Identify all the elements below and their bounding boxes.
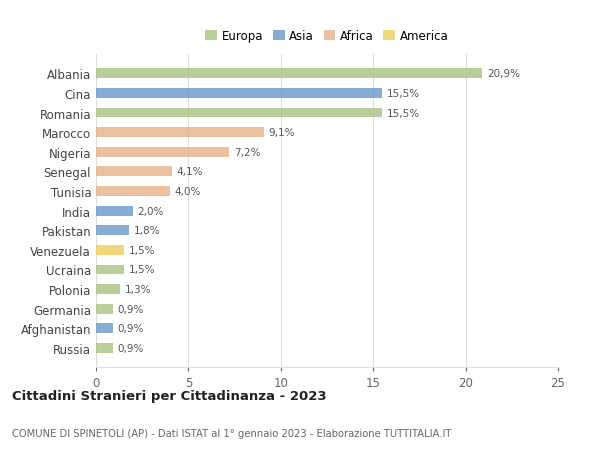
Text: 15,5%: 15,5% xyxy=(387,89,420,99)
Bar xyxy=(96,246,124,255)
Bar xyxy=(96,285,120,294)
Text: Cittadini Stranieri per Cittadinanza - 2023: Cittadini Stranieri per Cittadinanza - 2… xyxy=(12,389,326,403)
Bar xyxy=(96,147,229,157)
Text: COMUNE DI SPINETOLI (AP) - Dati ISTAT al 1° gennaio 2023 - Elaborazione TUTTITAL: COMUNE DI SPINETOLI (AP) - Dati ISTAT al… xyxy=(12,428,451,438)
Text: 1,8%: 1,8% xyxy=(134,226,160,236)
Bar xyxy=(96,304,113,314)
Text: 20,9%: 20,9% xyxy=(487,69,520,79)
Text: 15,5%: 15,5% xyxy=(387,108,420,118)
Text: 4,1%: 4,1% xyxy=(176,167,203,177)
Bar xyxy=(96,108,382,118)
Text: 1,5%: 1,5% xyxy=(128,245,155,255)
Text: 0,9%: 0,9% xyxy=(117,304,143,314)
Bar xyxy=(96,324,113,333)
Bar xyxy=(96,265,124,275)
Text: 2,0%: 2,0% xyxy=(137,206,164,216)
Bar xyxy=(96,69,482,79)
Bar xyxy=(96,187,170,196)
Bar xyxy=(96,128,264,138)
Bar xyxy=(96,167,172,177)
Text: 9,1%: 9,1% xyxy=(269,128,295,138)
Text: 1,5%: 1,5% xyxy=(128,265,155,275)
Bar xyxy=(96,89,382,99)
Bar xyxy=(96,206,133,216)
Bar xyxy=(96,343,113,353)
Legend: Europa, Asia, Africa, America: Europa, Asia, Africa, America xyxy=(202,27,452,47)
Text: 7,2%: 7,2% xyxy=(233,147,260,157)
Text: 0,9%: 0,9% xyxy=(117,324,143,334)
Text: 0,9%: 0,9% xyxy=(117,343,143,353)
Text: 4,0%: 4,0% xyxy=(175,186,201,196)
Bar xyxy=(96,226,129,235)
Text: 1,3%: 1,3% xyxy=(125,285,151,294)
